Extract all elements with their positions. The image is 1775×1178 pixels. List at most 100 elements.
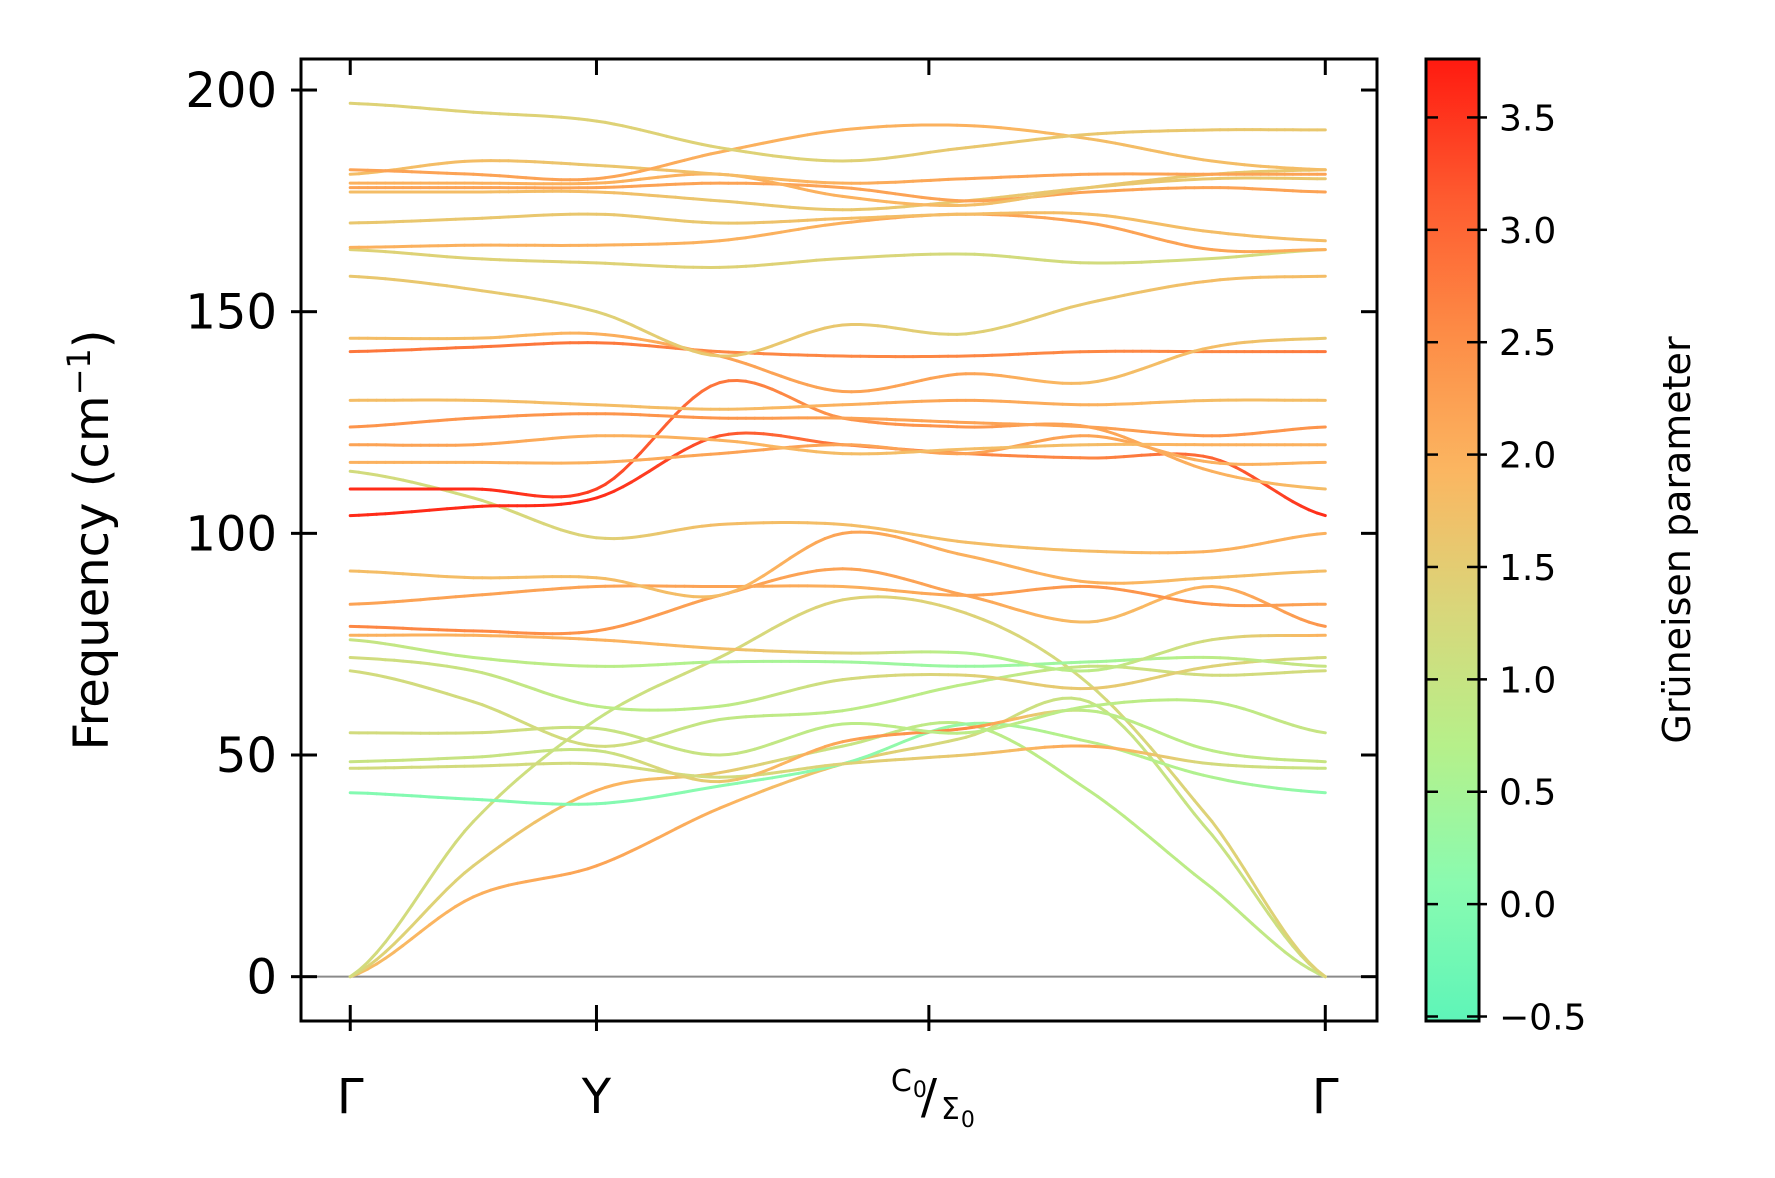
branch-segment (1131, 367, 1144, 374)
branch-segment (419, 905, 431, 919)
colorbar-label: Grüneisen parameter (1655, 336, 1699, 744)
branch-segment (806, 541, 818, 549)
branch-segment (1105, 376, 1117, 382)
branch-segment (1105, 801, 1117, 811)
branch-segment (1201, 809, 1214, 823)
branch-optic-72 (348, 656, 1327, 712)
branch-segment (788, 776, 801, 783)
branch-segment (1226, 854, 1238, 869)
branch-segment (841, 742, 853, 748)
branch-segment (1192, 639, 1205, 645)
branch-segment (586, 487, 598, 494)
branch-segment (551, 805, 563, 814)
branch-segment (1017, 708, 1029, 716)
branch-segment (682, 156, 695, 162)
branch-segment (920, 690, 933, 696)
branch-segment (392, 933, 405, 946)
branch-segment (586, 718, 598, 727)
branch-segment (1131, 658, 1144, 664)
branch-segment (595, 482, 607, 491)
branch-segment (577, 701, 590, 707)
branch-optic-69 (348, 664, 1327, 748)
branch-segment (1140, 735, 1152, 749)
branch-segment (559, 736, 572, 743)
branch-segment (1275, 918, 1287, 934)
branch-segment (744, 773, 757, 779)
branch-segment (595, 493, 607, 500)
branch-segment (621, 621, 634, 627)
branch-segment (1131, 230, 1144, 237)
branch-segment (964, 554, 977, 559)
branch-segment (1113, 707, 1126, 720)
colorbar-tick-label: 2.0 (1499, 436, 1556, 477)
y-tick-label: 150 (185, 285, 277, 341)
branch-segment (911, 378, 924, 384)
branch-segment (682, 601, 695, 608)
branch-optic-116 (348, 434, 1327, 466)
branch-segment (744, 698, 757, 704)
x-ticks: Γ Y C 0/Σ 0 Γ (337, 59, 1339, 1133)
branch-segment (638, 840, 651, 849)
branch-segment (691, 349, 704, 355)
branch-segment (357, 960, 370, 972)
branch-segment (1149, 598, 1161, 605)
branch-segment (638, 441, 651, 455)
branch-segment (1131, 605, 1144, 613)
branch-segment (779, 617, 792, 626)
branch-segment (1175, 352, 1188, 359)
branch-segment (788, 613, 801, 621)
branch-segment (788, 377, 801, 384)
branch-segment (507, 832, 519, 842)
branch-segment (1149, 727, 1161, 734)
branch-acoustic-2 (348, 721, 1327, 979)
branch-segment (515, 511, 528, 519)
branch-segment (401, 924, 414, 937)
branch-segment (1259, 893, 1271, 910)
branch-segment (1210, 833, 1222, 847)
branch-segment (990, 621, 1003, 629)
branch-segment (770, 762, 783, 770)
branch-segment (920, 599, 933, 605)
branch-segment (568, 699, 581, 705)
branch-optic-164 (348, 248, 1327, 269)
branch-segment (436, 887, 449, 900)
branch-segment (436, 910, 449, 920)
branch-segment (797, 609, 809, 617)
branch-segment (674, 158, 686, 164)
branch-segment (735, 766, 748, 771)
branch-segment (630, 619, 642, 625)
branch-segment (1275, 490, 1287, 499)
branch-segment (366, 958, 379, 968)
branch-segment (419, 482, 431, 488)
branch-segment (348, 968, 361, 979)
branch-segment (937, 686, 950, 691)
branch-segment (1140, 723, 1152, 731)
branch-segment (682, 668, 695, 676)
branch-segment (1218, 893, 1230, 904)
branch-segment (1052, 732, 1064, 738)
branch-segment (762, 178, 774, 184)
branch-segment (375, 956, 387, 966)
branch-segment (1096, 742, 1108, 748)
branch-segment (674, 604, 686, 611)
branch-segment (911, 733, 924, 740)
branch-segment (1008, 658, 1021, 664)
branch-segment (682, 139, 695, 144)
branch-segment (656, 335, 669, 343)
branch-segment (797, 684, 809, 691)
branch-segment (1113, 293, 1126, 299)
branch-segment (1166, 451, 1179, 457)
branch-segment (1149, 758, 1161, 764)
branch-segment (753, 770, 765, 777)
branch-segment (946, 549, 959, 556)
branch-segment (410, 682, 423, 688)
branch-segment (630, 323, 642, 331)
branch-segment (647, 739, 660, 745)
branch-segment (902, 694, 915, 700)
branch-segment (1166, 763, 1179, 770)
branch-segment (674, 823, 686, 831)
branch-segment (753, 347, 765, 353)
branch-segment (577, 867, 590, 873)
branch-segment (454, 694, 467, 701)
branch-segment (990, 560, 1003, 566)
